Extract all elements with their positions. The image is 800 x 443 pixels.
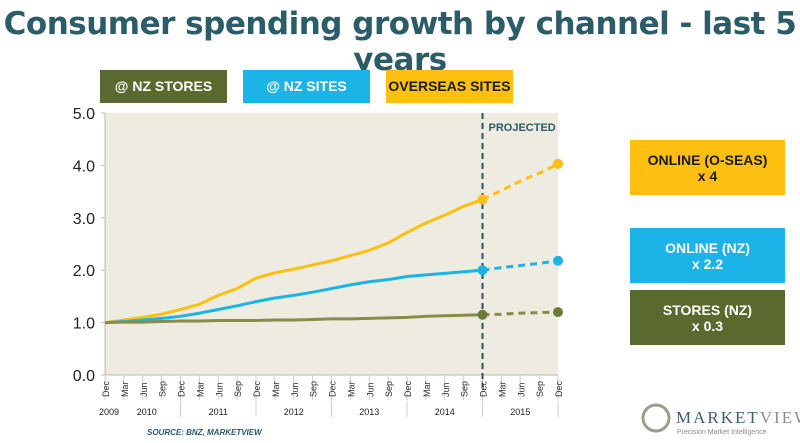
x-tick-label: Jun: [365, 382, 375, 397]
x-tick-label: Sep: [384, 381, 394, 397]
series-marker: [553, 158, 563, 169]
x-tick-label: Jun: [139, 382, 149, 397]
callout-online-overseas: ONLINE (O-SEAS) x 4: [630, 140, 785, 195]
x-tick-label: Mar: [195, 381, 205, 397]
y-tick-label: 2.0: [73, 263, 95, 280]
x-tick-label: Mar: [271, 381, 281, 397]
x-tick-label: Mar: [120, 381, 130, 397]
callout-label: ONLINE (NZ): [665, 239, 750, 256]
y-tick-label: 3.0: [73, 211, 95, 228]
x-tick-label: Jun: [516, 382, 526, 397]
x-tick-label: Dec: [252, 380, 262, 397]
y-tick-label: 4.0: [73, 158, 95, 175]
callout-multiplier: x 0.3: [691, 317, 724, 334]
x-tick-label: Mar: [346, 381, 356, 397]
x-tick-label: Mar: [497, 381, 507, 397]
x-tick-label: Sep: [535, 381, 545, 397]
y-tick-label: 5.0: [73, 106, 95, 123]
marketview-logo: MARKETVIEW Precision Market Intelligence: [640, 402, 800, 443]
series-marker: [477, 194, 488, 205]
callout-online-nz: ONLINE (NZ) x 2.2: [630, 228, 785, 283]
x-tick-label: Dec: [101, 380, 111, 397]
y-tick-label: 0.0: [73, 368, 95, 385]
year-label: 2010: [137, 407, 157, 417]
series-line-projected: [482, 310, 559, 317]
x-tick-label: Jun: [441, 382, 451, 397]
x-tick-label: Sep: [233, 381, 243, 397]
callout-stores-nz: STORES (NZ) x 0.3: [630, 290, 785, 345]
x-tick-label: Dec: [328, 380, 338, 397]
x-tick-label: Jun: [290, 382, 300, 397]
x-tick-label: Dec: [403, 380, 413, 397]
series-line-actual: [104, 198, 484, 325]
callout-multiplier: x 2.2: [691, 255, 724, 272]
series-line-actual: [104, 313, 483, 325]
legend-nz-sites: @ NZ SITES: [243, 70, 370, 103]
year-label: 2014: [435, 407, 455, 417]
series-line-projected: [482, 259, 559, 272]
year-label: 2013: [359, 407, 379, 417]
series-marker: [553, 307, 563, 318]
year-label: 2011: [209, 407, 228, 417]
x-tick-label: Mar: [422, 381, 432, 397]
year-label: 2012: [284, 407, 304, 417]
series-line-projected: [481, 162, 559, 201]
series-line-actual: [104, 268, 483, 325]
callout-multiplier: x 4: [697, 167, 718, 184]
x-tick-label: Jun: [214, 382, 224, 397]
svg-text:MARKETVIEW: MARKETVIEW: [676, 408, 800, 427]
projected-label: PROJECTED: [489, 122, 556, 134]
legend-overseas-sites: OVERSEAS SITES: [386, 70, 513, 103]
page-title: Consumer spending growth by channel - la…: [3, 6, 797, 78]
series-marker: [477, 265, 488, 276]
x-tick-label: Dec: [479, 380, 489, 397]
svg-text:Precision Market Intelligence: Precision Market Intelligence: [677, 429, 767, 436]
x-tick-label: Dec: [177, 380, 187, 397]
legend-nz-stores: @ NZ STORES: [100, 70, 227, 103]
x-tick-label: Sep: [309, 381, 319, 397]
year-label: 2009: [99, 407, 119, 417]
x-tick-label: Dec: [554, 380, 564, 397]
year-label: 2015: [510, 407, 530, 417]
x-tick-label: Sep: [158, 381, 168, 397]
series-marker: [553, 255, 563, 266]
x-tick-label: Sep: [460, 381, 470, 397]
callout-label: ONLINE (O-SEAS): [647, 151, 768, 168]
series-marker: [477, 309, 488, 320]
plot-area: [105, 113, 558, 375]
y-tick-label: 1.0: [73, 316, 95, 333]
source-note: SOURCE: BNZ, MARKETVIEW: [147, 428, 262, 437]
callout-label: STORES (NZ): [662, 301, 753, 318]
